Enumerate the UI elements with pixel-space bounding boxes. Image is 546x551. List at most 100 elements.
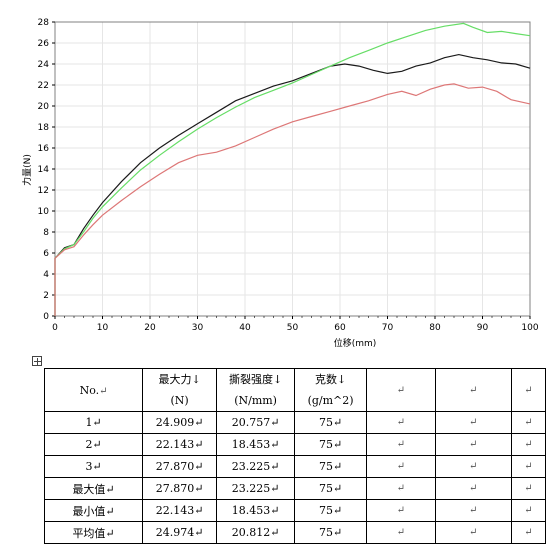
- chart-grid: [54, 21, 531, 317]
- table-cell: ↵: [434, 433, 512, 456]
- table-cell: 75↵: [294, 455, 368, 478]
- x-axis-label: 位移(mm): [334, 337, 377, 349]
- x-tick-label: 0: [52, 323, 58, 333]
- table-cell: ↵: [366, 433, 436, 456]
- header-max-force-line2: (N): [170, 394, 189, 407]
- table-row: 3↵ 27.870↵ 23.225↵ 75↵ ↵ ↵ ↵: [43, 455, 546, 478]
- table-header-row: No.↵ 最大力↓ (N) 撕裂强度↓ (N/mm) 克数↓ (g/m^2) ↵ ↵ …: [43, 368, 546, 412]
- table-row: 2↵ 22.143↵ 18.453↵ 75↵ ↵ ↵ ↵: [43, 433, 546, 456]
- x-axis-ticks: 0 10 20 30 40 50 60 70 80 90 100: [52, 316, 539, 333]
- table-cell: 22.143↵: [142, 433, 218, 456]
- table-cell: ↵: [434, 411, 512, 434]
- table-cell: 18.453↵: [216, 499, 296, 522]
- table-cell: ↵: [510, 433, 546, 456]
- y-tick-label: 14: [38, 165, 50, 175]
- chart-series: [54, 22, 531, 316]
- table-cell: 20.757↵: [216, 411, 296, 434]
- table-cell: 2↵: [43, 433, 144, 456]
- header-empty-3: ↵: [510, 368, 546, 412]
- table-cell: 最小值↵: [43, 499, 144, 522]
- table-cell: ↵: [366, 477, 436, 500]
- table-row: 平均值↵ 24.974↵ 20.812↵ 75↵ ↵ ↵ ↵: [43, 521, 546, 544]
- table-cell: 75↵: [294, 477, 368, 500]
- y-tick-label: 8: [43, 228, 49, 238]
- header-grammage-line2: (g/m^2): [307, 394, 354, 407]
- y-tick-label: 28: [38, 18, 50, 28]
- x-tick-label: 20: [144, 323, 156, 333]
- y-tick-label: 16: [38, 144, 50, 154]
- header-max-force: 最大力↓ (N): [142, 368, 218, 412]
- table-cell: ↵: [434, 499, 512, 522]
- table-cell: 24.909↵: [142, 411, 218, 434]
- series-line-1: [54, 53, 531, 316]
- table-cell: 22.143↵: [142, 499, 218, 522]
- table-cell: ↵: [366, 455, 436, 478]
- table-cell: 75↵: [294, 521, 368, 544]
- x-tick-label: 10: [97, 323, 109, 333]
- x-tick-label: 40: [239, 323, 251, 333]
- x-tick-label: 80: [429, 323, 441, 333]
- series-line-3: [54, 83, 531, 316]
- header-tear-strength-line1: 撕裂强度↓: [228, 373, 283, 386]
- header-grammage-line1: 克数↓: [314, 373, 347, 386]
- y-tick-label: 4: [43, 270, 49, 280]
- x-tick-label: 30: [192, 323, 204, 333]
- table-cell: 20.812↵: [216, 521, 296, 544]
- table-cell: 75↵: [294, 411, 368, 434]
- y-tick-label: 26: [38, 39, 50, 49]
- header-no: No.↵: [43, 368, 144, 412]
- x-tick-label: 70: [382, 323, 394, 333]
- x-tick-label: 100: [521, 323, 538, 333]
- header-no-text: No.: [79, 383, 100, 397]
- table-body: 1↵ 24.909↵ 20.757↵ 75↵ ↵ ↵ ↵ 2↵ 22.143↵ 18.453↵ 75…: [43, 411, 546, 544]
- header-max-force-line1: 最大力↓: [158, 373, 201, 386]
- table-cell: 最大值↵: [43, 477, 144, 500]
- table-cell: ↵: [366, 499, 436, 522]
- table-cell: ↵: [434, 477, 512, 500]
- table-cell: ↵: [510, 521, 546, 544]
- table-row: 最小值↵ 22.143↵ 18.453↵ 75↵ ↵ ↵ ↵: [43, 499, 546, 522]
- y-axis-label: 力量(N): [21, 154, 33, 186]
- y-tick-label: 24: [38, 60, 50, 70]
- results-table: No.↵ 最大力↓ (N) 撕裂强度↓ (N/mm) 克数↓ (g/m^2) ↵ ↵ …: [43, 368, 546, 544]
- y-tick-label: 18: [38, 123, 50, 133]
- y-tick-label: 0: [43, 312, 49, 322]
- table-cell: ↵: [510, 411, 546, 434]
- table-cell: 1↵: [43, 411, 144, 434]
- table-cell: ↵: [510, 499, 546, 522]
- table-cell: ↵: [366, 521, 436, 544]
- table-cell: ↵: [510, 477, 546, 500]
- header-empty-2: ↵: [434, 368, 512, 412]
- table-move-handle-icon[interactable]: [32, 356, 42, 366]
- table-cell: ↵: [366, 411, 436, 434]
- header-grammage: 克数↓ (g/m^2): [294, 368, 368, 412]
- table-cell: 27.870↵: [142, 477, 218, 500]
- para-mark: ↵: [99, 385, 108, 397]
- y-tick-label: 22: [38, 81, 49, 91]
- y-tick-label: 20: [38, 102, 50, 112]
- x-tick-label: 90: [477, 323, 489, 333]
- header-tear-strength: 撕裂强度↓ (N/mm): [216, 368, 296, 412]
- table-cell: 75↵: [294, 433, 368, 456]
- y-tick-label: 12: [38, 186, 49, 196]
- table-row: 1↵ 24.909↵ 20.757↵ 75↵ ↵ ↵ ↵: [43, 411, 546, 434]
- table-row: 最大值↵ 27.870↵ 23.225↵ 75↵ ↵ ↵ ↵: [43, 477, 546, 500]
- table-cell: ↵: [510, 455, 546, 478]
- table-cell: 平均值↵: [43, 521, 144, 544]
- table-cell: 23.225↵: [216, 455, 296, 478]
- x-tick-label: 60: [334, 323, 346, 333]
- table-cell: 75↵: [294, 499, 368, 522]
- table-cell: 23.225↵: [216, 477, 296, 500]
- table-cell: ↵: [434, 455, 512, 478]
- series-line-2: [54, 22, 531, 316]
- table-cell: 3↵: [43, 455, 144, 478]
- y-tick-label: 2: [43, 291, 49, 301]
- y-tick-label: 6: [43, 249, 49, 259]
- table-cell: 27.870↵: [142, 455, 218, 478]
- table-cell: 24.974↵: [142, 521, 218, 544]
- table-cell: ↵: [434, 521, 512, 544]
- table-cell: 18.453↵: [216, 433, 296, 456]
- x-tick-label: 50: [287, 323, 299, 333]
